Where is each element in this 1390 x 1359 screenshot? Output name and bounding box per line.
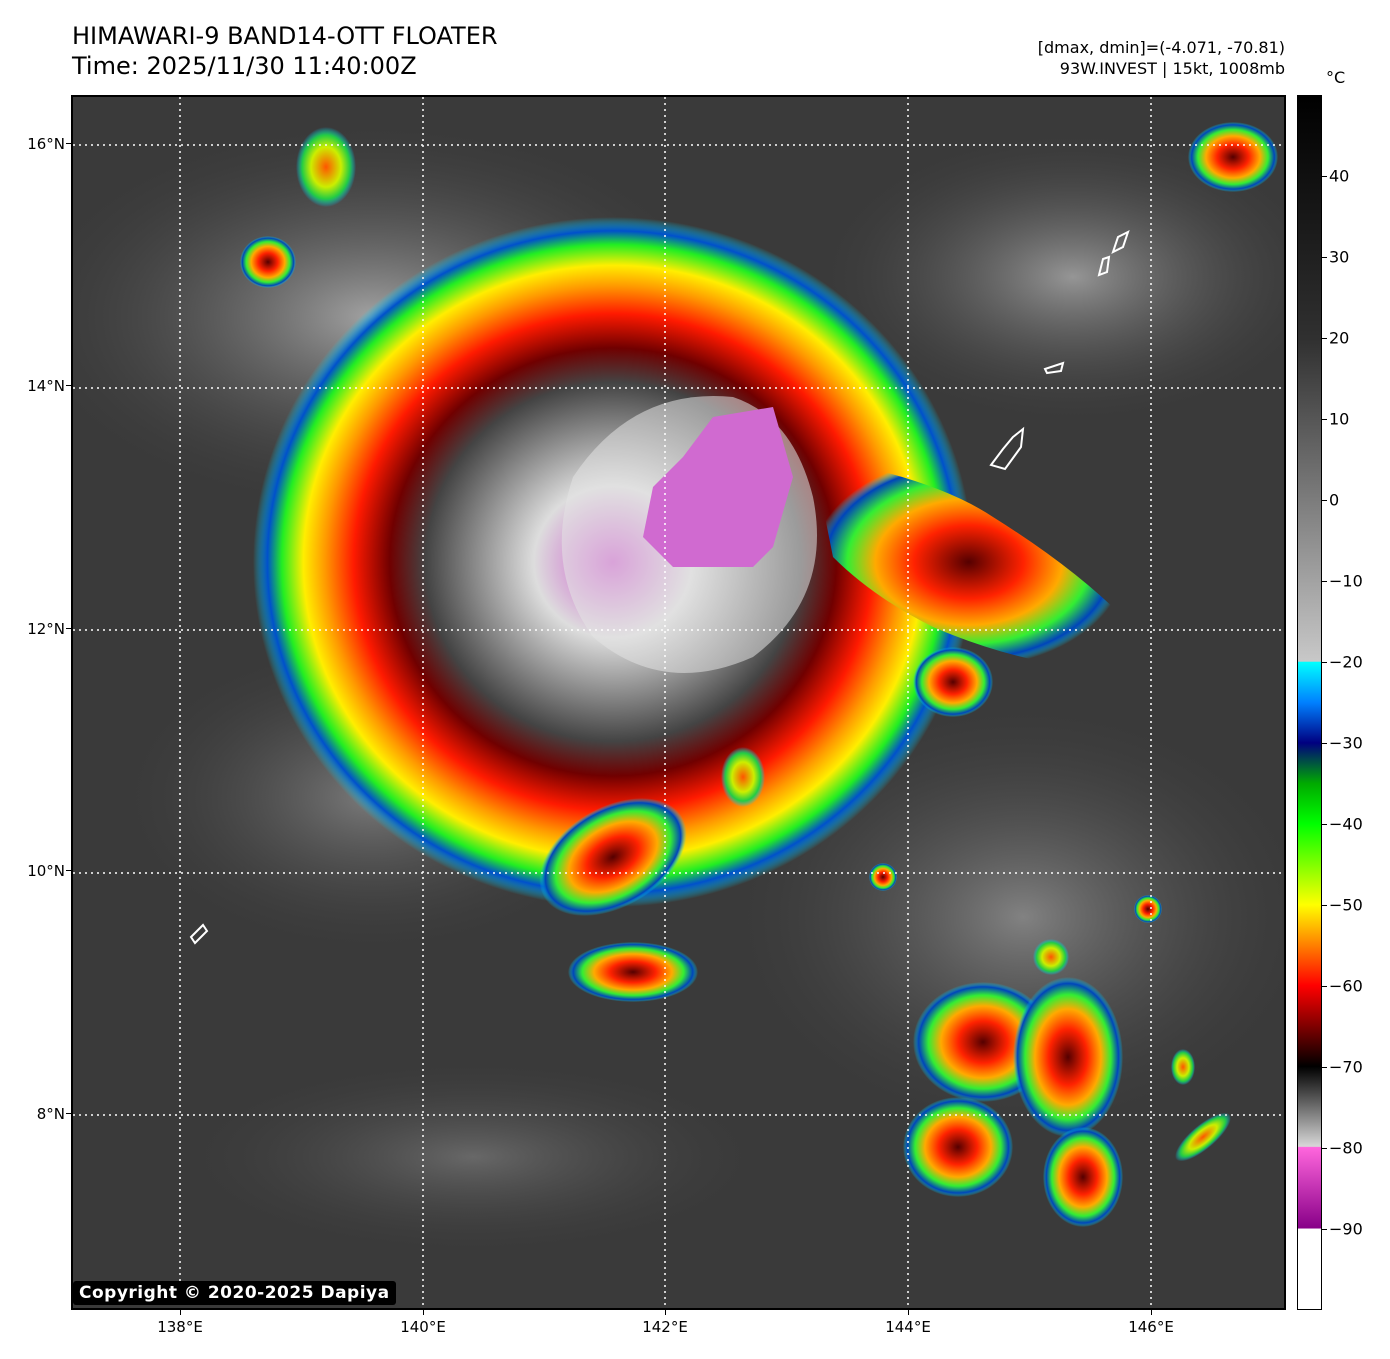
colorbar-tick: −10 — [1329, 571, 1363, 591]
lon-tick — [908, 1310, 909, 1315]
colorbar-tick-mark — [1322, 743, 1327, 744]
lon-label-140e: 140°E — [400, 1318, 446, 1336]
lat-label-16n: 16°N — [27, 135, 65, 153]
lat-tick — [66, 1113, 71, 1114]
lon-label-146e: 146°E — [1128, 1318, 1174, 1336]
lat-tick — [66, 143, 71, 144]
colorbar-tick: 20 — [1329, 328, 1350, 348]
lon-tick — [423, 1310, 424, 1315]
lon-label-138e: 138°E — [157, 1318, 203, 1336]
image-time: Time: 2025/11/30 11:40:00Z — [72, 52, 417, 80]
colorbar-tick: −90 — [1329, 1219, 1363, 1239]
lat-tick — [66, 385, 71, 386]
colorbar-tick: 10 — [1329, 409, 1350, 429]
colorbar-tick: 30 — [1329, 247, 1350, 267]
lon-tick — [180, 1310, 181, 1315]
lat-label-8n: 8°N — [36, 1105, 65, 1123]
colorbar — [1297, 95, 1322, 1310]
lon-tick — [1151, 1310, 1152, 1315]
temperature-range: [dmax, dmin]=(-4.071, -70.81) — [1037, 38, 1285, 57]
colorbar-tick-mark — [1322, 986, 1327, 987]
colorbar-tick: −40 — [1329, 814, 1363, 834]
storm-info: 93W.INVEST | 15kt, 1008mb — [1059, 59, 1285, 78]
colorbar-tick: −70 — [1329, 1057, 1363, 1077]
lat-label-10n: 10°N — [27, 862, 65, 880]
satellite-map[interactable] — [71, 95, 1286, 1310]
colorbar-tick-mark — [1322, 1148, 1327, 1149]
colorbar-tick: −20 — [1329, 652, 1363, 672]
colorbar-tick-mark — [1322, 1067, 1327, 1068]
colorbar-tick: 40 — [1329, 166, 1350, 186]
lat-label-12n: 12°N — [27, 620, 65, 638]
colorbar-tick-mark — [1322, 1229, 1327, 1230]
colorbar-tick-mark — [1322, 662, 1327, 663]
colorbar-tick-mark — [1322, 419, 1327, 420]
colorbar-tick-mark — [1322, 176, 1327, 177]
colorbar-tick-mark — [1322, 824, 1327, 825]
lon-tick — [665, 1310, 666, 1315]
satellite-imagery — [73, 97, 1284, 1308]
lat-tick — [66, 870, 71, 871]
copyright-label: Copyright © 2020-2025 Dapiya — [73, 1281, 396, 1305]
colorbar-unit: °C — [1326, 68, 1346, 87]
lon-label-144e: 144°E — [885, 1318, 931, 1336]
colorbar-tick: −50 — [1329, 895, 1363, 915]
image-title: HIMAWARI-9 BAND14-OTT FLOATER — [72, 22, 498, 50]
colorbar-tick: −80 — [1329, 1138, 1363, 1158]
colorbar-tick: 0 — [1329, 490, 1340, 510]
lat-label-14n: 14°N — [27, 377, 65, 395]
colorbar-tick-mark — [1322, 581, 1327, 582]
lon-label-142e: 142°E — [642, 1318, 688, 1336]
colorbar-tick: −60 — [1329, 976, 1363, 996]
colorbar-tick: −30 — [1329, 733, 1363, 753]
colorbar-tick-mark — [1322, 905, 1327, 906]
colorbar-tick-mark — [1322, 257, 1327, 258]
colorbar-tick-mark — [1322, 338, 1327, 339]
colorbar-tick-mark — [1322, 500, 1327, 501]
lat-tick — [66, 628, 71, 629]
